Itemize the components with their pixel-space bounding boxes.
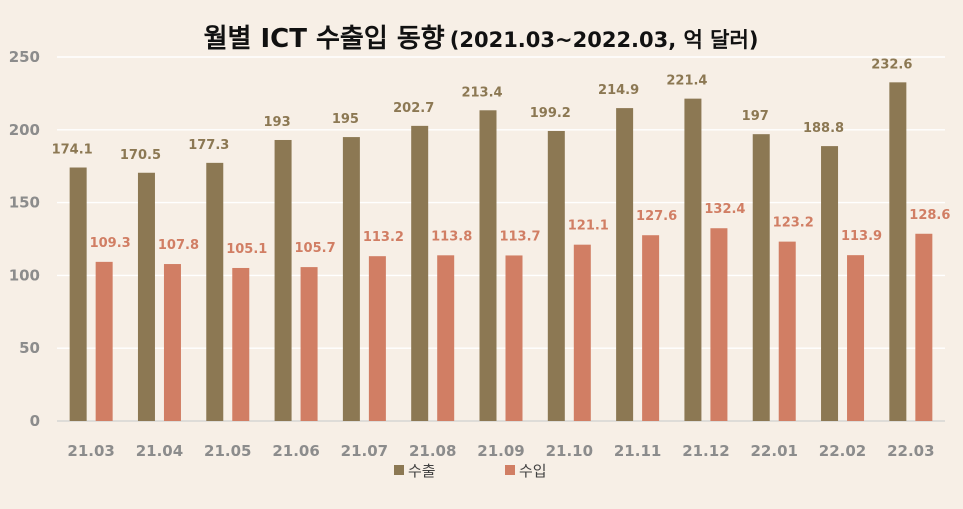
- import-data-label: 128.6: [909, 208, 950, 223]
- y-tick-label: 200: [9, 121, 40, 139]
- y-axis-ticks: 0 50 100 150 200 250: [9, 48, 40, 430]
- y-tick-label: 0: [30, 412, 40, 430]
- import-data-label: 113.8: [431, 229, 472, 244]
- import-bar: [847, 255, 865, 421]
- export-bar: [274, 139, 292, 421]
- x-tick-label: 21.05: [204, 442, 251, 460]
- x-axis-ticks: 21.03 21.04 21.05 21.06 21.07 21.08 21.09 21.10…: [67, 442, 934, 460]
- legend: 수출 수입: [394, 462, 547, 480]
- import-bar: [573, 244, 591, 421]
- export-data-label: 199.2: [530, 106, 571, 121]
- chart-title-sub: (2021.03~2022.03, 억 달러): [450, 28, 759, 52]
- x-tick-label: 21.08: [409, 442, 456, 460]
- export-data-label: 221.4: [666, 74, 707, 89]
- import-data-label: 127.6: [636, 209, 677, 224]
- export-bar: [889, 82, 907, 421]
- x-tick-label: 22.03: [887, 442, 934, 460]
- import-bar: [778, 241, 796, 421]
- import-bar: [642, 235, 660, 421]
- x-tick-label: 22.01: [751, 442, 798, 460]
- legend-swatch-export: [394, 465, 404, 475]
- import-data-label: 121.1: [568, 219, 609, 234]
- export-data-label: 214.9: [598, 83, 639, 98]
- export-bar: [821, 146, 839, 422]
- x-tick-label: 21.07: [341, 442, 388, 460]
- import-data-label: 105.1: [226, 242, 267, 257]
- export-data-label: 232.6: [871, 57, 912, 72]
- import-data-label: 109.3: [90, 236, 131, 251]
- import-data-label: 113.9: [841, 229, 882, 244]
- chart-title-main: 월별 ICT 수출입 동향: [204, 24, 445, 54]
- export-data-label: 197: [742, 109, 769, 124]
- export-bar: [616, 108, 634, 422]
- export-bar: [684, 98, 702, 421]
- y-tick-label: 150: [9, 194, 40, 212]
- export-data-label: 170.5: [120, 148, 161, 163]
- x-tick-label: 22.02: [819, 442, 866, 460]
- export-data-label: 193: [264, 115, 291, 130]
- export-data-label: 177.3: [188, 138, 229, 153]
- x-tick-label: 21.03: [67, 442, 114, 460]
- legend-label-export: 수출: [408, 462, 436, 480]
- y-tick-label: 100: [9, 266, 40, 284]
- x-tick-label: 21.12: [682, 442, 729, 460]
- import-bar: [710, 228, 728, 421]
- x-tick-label: 21.10: [546, 442, 593, 460]
- export-data-label: 195: [332, 112, 359, 127]
- export-bar: [69, 167, 87, 421]
- x-tick-label: 21.11: [614, 442, 661, 460]
- import-bar: [300, 267, 318, 421]
- export-bar: [137, 172, 155, 421]
- import-data-label: 105.7: [295, 241, 336, 256]
- legend-swatch-import: [505, 465, 515, 475]
- export-data-label: 213.4: [461, 85, 502, 100]
- data-labels: 174.1 109.3 170.5 107.8 177.3 105.1 193 105.7 19…: [52, 57, 951, 257]
- export-bar: [479, 110, 497, 421]
- import-data-label: 123.2: [773, 216, 814, 231]
- export-bar: [342, 137, 360, 421]
- export-bar: [752, 134, 770, 421]
- import-bar: [95, 261, 113, 421]
- y-tick-label: 50: [19, 339, 40, 357]
- export-data-label: 174.1: [52, 143, 93, 158]
- legend-label-import: 수입: [519, 462, 547, 480]
- import-data-label: 107.8: [158, 238, 199, 253]
- gridlines: [57, 56, 945, 422]
- import-bar: [437, 255, 455, 421]
- import-data-label: 113.7: [499, 229, 540, 244]
- export-data-label: 202.7: [393, 101, 434, 116]
- import-data-label: 113.2: [363, 230, 404, 245]
- import-bar: [505, 255, 523, 421]
- import-bar: [368, 256, 386, 421]
- import-data-label: 132.4: [704, 202, 745, 217]
- x-tick-label: 21.04: [136, 442, 183, 460]
- bars: [69, 82, 933, 422]
- export-bar: [547, 130, 565, 422]
- export-data-label: 188.8: [803, 121, 844, 136]
- x-tick-label: 21.06: [272, 442, 319, 460]
- import-bar: [232, 267, 250, 421]
- x-tick-label: 21.09: [477, 442, 524, 460]
- export-bar: [206, 162, 224, 421]
- import-bar: [163, 264, 181, 421]
- chart-title: 월별 ICT 수출입 동향 (2021.03~2022.03, 억 달러): [204, 24, 759, 54]
- export-bar: [411, 125, 429, 421]
- import-bar: [915, 233, 933, 421]
- y-tick-label: 250: [9, 48, 40, 66]
